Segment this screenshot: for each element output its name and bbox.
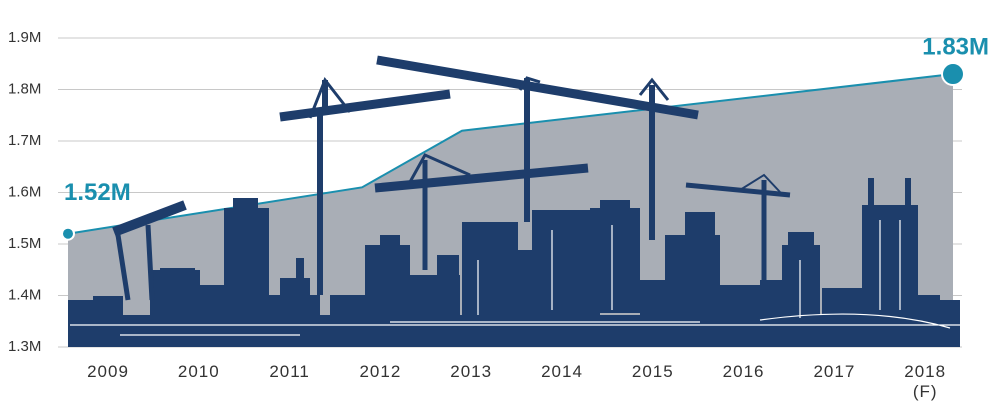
y-tick-label: 1.5M [8, 235, 41, 252]
y-tick-label: 1.6M [8, 183, 41, 200]
x-tick-label: 2017 [794, 362, 874, 382]
x-tick-label: 2015 [613, 362, 693, 382]
x-tick-label: 2010 [159, 362, 239, 382]
chart: 1.3M 1.4M 1.5M 1.6M 1.7M 1.8M 1.9M 1.52M 1.83M 2… [0, 0, 994, 401]
y-tick-label: 1.3M [8, 338, 41, 355]
y-tick-label: 1.4M [8, 286, 41, 303]
y-tick-label: 1.8M [8, 80, 41, 97]
x-tick-label: 2011 [250, 362, 330, 382]
x-tick-label: 2018 (F) [885, 362, 965, 401]
x-tick-label: 2013 [431, 362, 511, 382]
value-label: 1.52M [64, 179, 131, 206]
y-tick-label: 1.9M [8, 29, 41, 46]
point [62, 228, 74, 240]
x-tick-label: 2012 [340, 362, 420, 382]
value-label: 1.83M [922, 33, 989, 60]
x-tick-label: 2014 [522, 362, 602, 382]
point [942, 63, 964, 85]
plot: 1.3M 1.4M 1.5M 1.6M 1.7M 1.8M 1.9M 1.52M 1.83M [0, 0, 994, 401]
x-tick-label: 2009 [68, 362, 148, 382]
y-tick-label: 1.7M [8, 132, 41, 149]
x-tick-label: 2016 [704, 362, 784, 382]
